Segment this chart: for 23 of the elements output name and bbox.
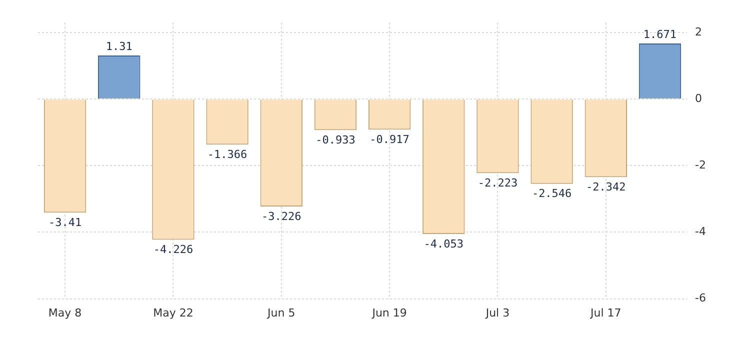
data-label: -2.342 [586,180,626,194]
x-tick-label: Jul 3 [484,306,510,320]
y-tick-label: 2 [695,25,702,38]
data-label: -4.053 [424,237,464,250]
data-label: -2.223 [478,176,518,190]
x-tick-label: Jun 5 [266,306,296,320]
data-label: -4.226 [153,243,194,256]
y-tick-label: 0 [695,92,702,105]
y-tick-label: -6 [695,292,706,305]
data-label: -0.917 [370,133,410,146]
data-label: -0.933 [316,134,356,147]
x-tick-label: May 22 [153,306,194,320]
x-tick-label: Jun 19 [371,306,407,320]
data-label: -2.546 [532,187,572,200]
x-tick-label: May 8 [48,306,82,320]
data-label: -3.226 [262,210,302,223]
x-tick-label: Jul 17 [590,306,622,320]
data-label: -3.41 [48,216,82,229]
y-tick-label: -4 [695,225,706,238]
y-tick-label: -2 [695,158,706,172]
data-label: 1.671 [643,28,677,41]
data-label: -1.366 [207,148,248,161]
data-label: 1.31 [106,40,132,53]
